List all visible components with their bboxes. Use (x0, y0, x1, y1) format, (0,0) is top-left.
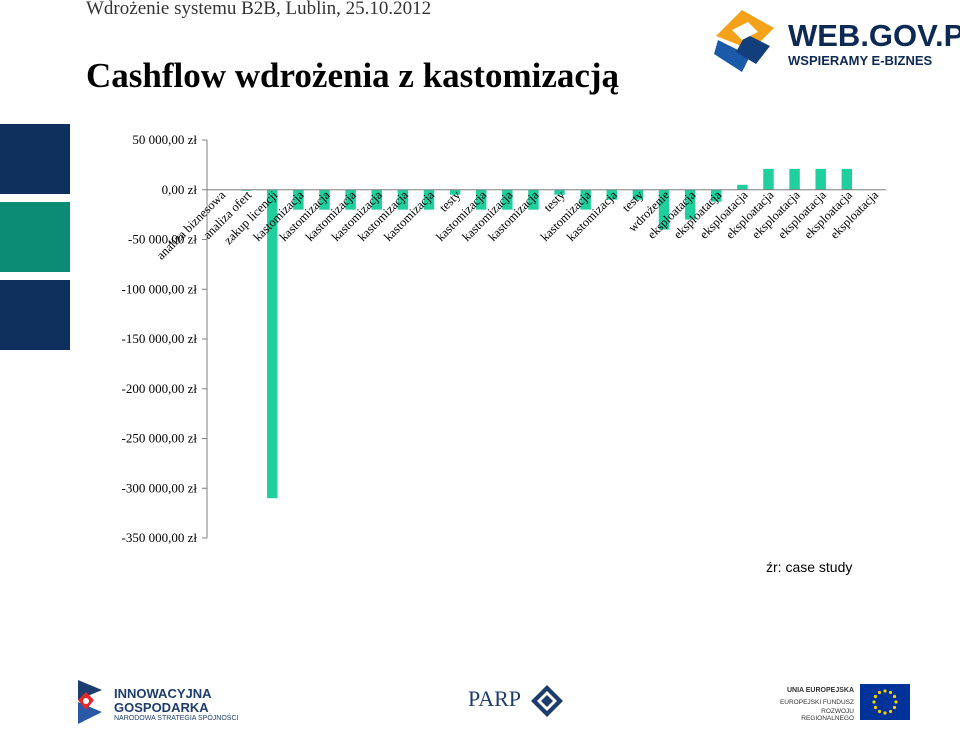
webgov-logo: WEB.GOV.PL WSPIERAMY E-BIZNES (712, 6, 960, 76)
ig-line2: GOSPODARKA (114, 700, 209, 715)
eu-star-icon (883, 689, 887, 693)
bar (502, 189, 513, 210)
bars (240, 168, 853, 499)
eu-star-icon (888, 709, 893, 714)
y-tick-label: -250 000,00 zł (122, 431, 198, 446)
bar (606, 189, 618, 200)
bar (711, 189, 722, 202)
y-tick-label: -150 000,00 zł (122, 331, 198, 346)
bar (475, 189, 487, 210)
bar (293, 189, 304, 210)
eu-logo: UNIA EUROPEJSKA EUROPEJSKI FUNDUSZ ROZWO… (770, 684, 912, 722)
eu-star-icon (877, 690, 882, 695)
bar (397, 189, 409, 210)
innowacyjna-gospodarka-logo: INNOWACYJNA GOSPODARKA NARODOWA STRATEGI… (72, 676, 242, 726)
ig-line3: NARODOWA STRATEGIA SPÓJNOŚCI (114, 715, 239, 722)
y-tick-label: -350 000,00 zł (122, 530, 198, 545)
eu-star-icon (892, 694, 897, 699)
bar (345, 189, 356, 210)
webgov-tagline: WSPIERAMY E-BIZNES (788, 53, 933, 68)
deco-block-navy-top (0, 124, 70, 194)
bar (528, 189, 539, 210)
bar (684, 189, 696, 220)
deco-block-navy-bottom (0, 280, 70, 350)
eu-star-icon (873, 694, 878, 699)
bar (319, 189, 330, 210)
bar (763, 168, 774, 190)
y-tick-label: -300 000,00 zł (122, 480, 198, 495)
deco-block-teal (0, 202, 70, 272)
eu-star-icon (883, 711, 887, 715)
eu-star-icon (873, 705, 878, 710)
eu-star-icon (877, 709, 882, 714)
y-tick-label: -200 000,00 zł (122, 381, 198, 396)
webgov-wordmark: WEB.GOV.PL (788, 18, 960, 53)
header-subtitle: Wdrożenie systemu B2B, Lublin, 25.10.201… (86, 0, 432, 19)
ig-star-icon (78, 680, 102, 724)
bar (789, 168, 800, 190)
parp-logo: PARP (468, 684, 564, 720)
bar (267, 189, 278, 499)
eu-line2: EUROPEJSKI FUNDUSZ (779, 699, 854, 706)
cashflow-chart: 50 000,00 zł 0,00 zł -50 000,00 zł -100 000… (122, 132, 886, 545)
webgov-emblem-icon (714, 10, 774, 72)
y-tick-label: -50 000,00 zł (128, 232, 197, 247)
eu-star-icon (872, 700, 876, 704)
parp-wordmark: PARP (468, 686, 522, 711)
bar (554, 189, 565, 195)
y-tick-label: 50 000,00 zł (132, 132, 197, 147)
bar (632, 189, 644, 200)
eu-line1: UNIA EUROPEJSKA (786, 687, 854, 694)
eu-star-icon (892, 705, 897, 710)
eu-star-icon (894, 700, 898, 704)
bar (658, 189, 670, 230)
bar (423, 189, 435, 210)
bar (449, 189, 461, 195)
bar (580, 189, 591, 210)
bar (841, 168, 853, 190)
eu-star-icon (888, 690, 893, 695)
source-note: źr: case study (766, 559, 853, 575)
y-tick-label: 0,00 zł (162, 182, 198, 197)
bar (737, 184, 748, 190)
eu-stars (872, 689, 898, 715)
y-tick-label: -100 000,00 zł (122, 281, 198, 296)
parp-emblem-icon (531, 685, 563, 717)
page-title: Cashflow wdrożenia z kastomizacją (86, 56, 620, 95)
eu-line3: ROZWOJU REGIONALNEGO (801, 708, 854, 722)
ig-line1: INNOWACYJNA (114, 686, 212, 701)
y-axis-ticks: 50 000,00 zł 0,00 zł -50 000,00 zł -100 000… (122, 132, 207, 545)
bar (371, 189, 382, 210)
bar (815, 168, 826, 190)
